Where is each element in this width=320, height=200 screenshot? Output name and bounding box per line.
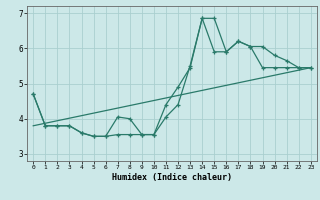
- X-axis label: Humidex (Indice chaleur): Humidex (Indice chaleur): [112, 173, 232, 182]
